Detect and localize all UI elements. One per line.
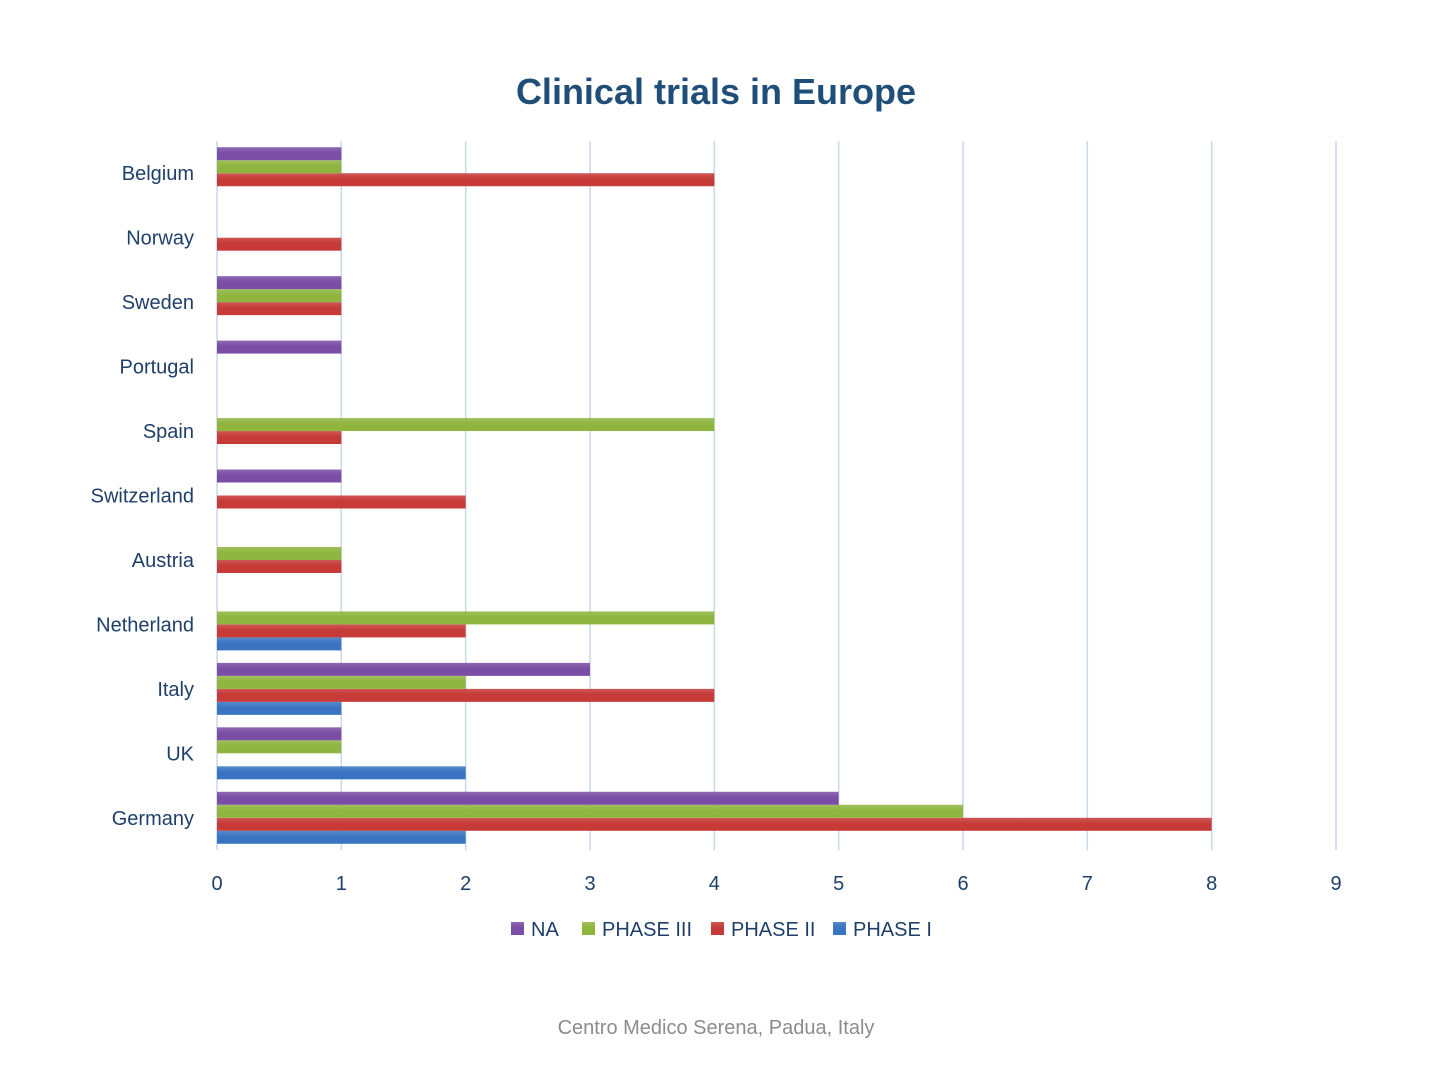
bar-phase-i-germany xyxy=(217,830,466,844)
legend-swatch xyxy=(511,922,524,935)
legend-item: PHASE II xyxy=(711,919,815,941)
bar-na-switzerland xyxy=(217,469,342,483)
y-category-label: Spain xyxy=(143,421,194,443)
y-category-label: Austria xyxy=(132,550,195,572)
x-tick-label: 8 xyxy=(1206,873,1217,895)
bar-na-portugal xyxy=(217,340,342,354)
bar-phase-iii-italy xyxy=(217,675,466,689)
bar-phase-ii-italy xyxy=(217,688,715,702)
x-tick-label: 7 xyxy=(1082,873,1093,895)
legend-label: NA xyxy=(531,919,559,941)
bar-phase-iii-sweden xyxy=(217,289,342,303)
y-axis-category-labels: Germany UK Italy Netherland Austria Switzerla… xyxy=(91,163,195,830)
y-category-label: Netherland xyxy=(96,614,194,636)
x-tick-label: 4 xyxy=(709,873,720,895)
bar-phase-ii-austria xyxy=(217,559,342,573)
y-category-label: Norway xyxy=(126,228,194,250)
y-category-label: Italy xyxy=(157,679,194,701)
footer-credit: Centro Medico Serena, Padua, Italy xyxy=(558,1017,875,1039)
bar-phase-ii-sweden xyxy=(217,302,342,316)
bar-phase-i-italy xyxy=(217,701,342,715)
bar-phase-ii-germany xyxy=(217,817,1212,831)
x-tick-label: 0 xyxy=(211,873,222,895)
x-tick-label: 2 xyxy=(460,873,471,895)
x-tick-label: 9 xyxy=(1330,873,1341,895)
bar-phase-iii-belgium xyxy=(217,160,342,174)
chart-title: Clinical trials in Europe xyxy=(516,71,916,112)
bar-phase-ii-netherland xyxy=(217,624,466,638)
legend-item: PHASE I xyxy=(833,919,932,941)
legend-item: PHASE III xyxy=(582,919,692,941)
y-category-label: Germany xyxy=(112,808,194,830)
bar-na-uk xyxy=(217,727,342,741)
bar-phase-i-uk xyxy=(217,766,466,780)
bar-phase-iii-spain xyxy=(217,418,715,432)
legend: NA PHASE III PHASE II PHASE I xyxy=(511,919,932,941)
bar-na-italy xyxy=(217,662,590,676)
bar-na-sweden xyxy=(217,276,342,290)
x-tick-label: 6 xyxy=(957,873,968,895)
legend-swatch xyxy=(833,922,846,935)
bar-phase-iii-netherland xyxy=(217,611,715,625)
bar-phase-ii-norway xyxy=(217,237,342,251)
x-axis-tick-labels: 0 1 2 3 4 5 6 7 8 9 xyxy=(211,873,1341,895)
gridlines xyxy=(216,141,1337,850)
y-category-label: Belgium xyxy=(122,163,194,185)
y-category-label: Portugal xyxy=(120,357,195,379)
bar-phase-iii-uk xyxy=(217,740,342,754)
bar-phase-iii-germany xyxy=(217,804,963,818)
bar-phase-i-netherland xyxy=(217,637,342,651)
x-tick-label: 1 xyxy=(336,873,347,895)
legend-swatch xyxy=(582,922,595,935)
y-category-label: Switzerland xyxy=(91,486,194,508)
legend-label: PHASE I xyxy=(853,919,932,941)
legend-label: PHASE II xyxy=(731,919,815,941)
legend-item: NA xyxy=(511,919,559,941)
legend-swatch xyxy=(711,922,724,935)
x-tick-label: 5 xyxy=(833,873,844,895)
bars xyxy=(217,147,1212,844)
bar-phase-ii-switzerland xyxy=(217,495,466,509)
bar-phase-iii-austria xyxy=(217,546,342,560)
bar-phase-ii-belgium xyxy=(217,173,715,187)
bar-phase-ii-spain xyxy=(217,431,342,445)
bar-na-belgium xyxy=(217,147,342,161)
x-tick-label: 3 xyxy=(584,873,595,895)
y-category-label: Sweden xyxy=(122,292,194,314)
legend-label: PHASE III xyxy=(602,919,692,941)
bar-na-germany xyxy=(217,791,839,805)
y-category-label: UK xyxy=(166,743,194,765)
